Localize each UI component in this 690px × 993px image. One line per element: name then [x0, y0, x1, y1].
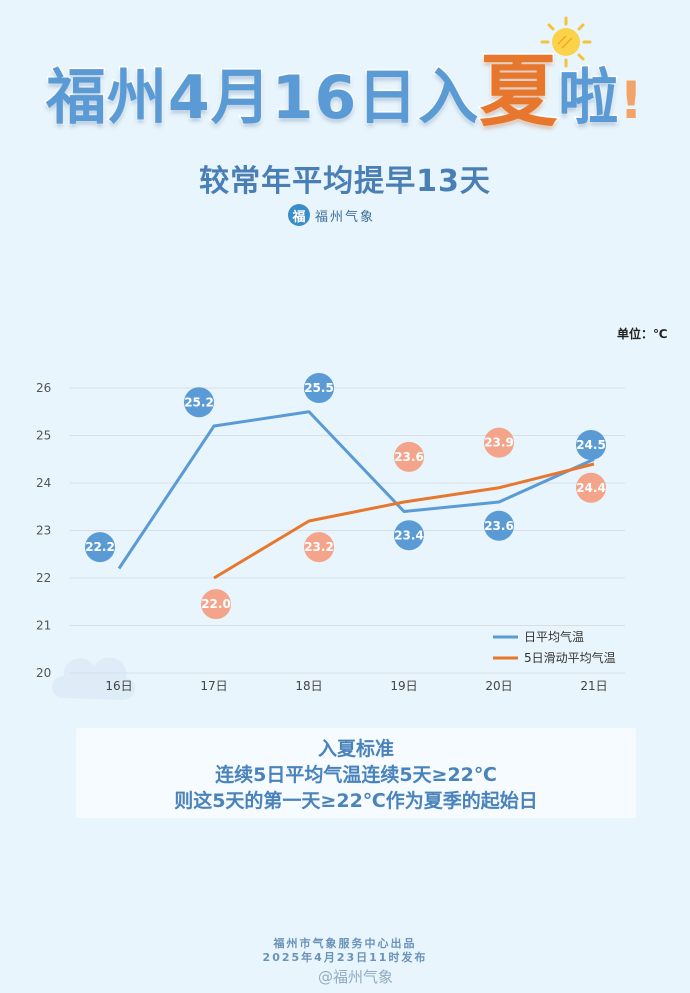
data-point-bubble: [304, 532, 334, 563]
x-axis-ticks: 16日 17日 18日 19日 20日 21日: [105, 679, 607, 693]
x-tick-label: 20日: [485, 679, 512, 693]
cloud-icon: [46, 630, 138, 714]
data-label: 23.6: [394, 450, 424, 464]
data-label: 23.4: [394, 528, 424, 542]
data-point-bubble: [484, 510, 514, 541]
x-tick-label: 17日: [200, 679, 227, 693]
headline-part2: 啦: [557, 62, 620, 135]
watermark: @福州气象: [318, 968, 394, 986]
grid: [70, 387, 625, 674]
y-tick-label: 23: [36, 524, 51, 538]
series-line-moving-average: [213, 462, 595, 580]
brand-name: 福州气象: [315, 209, 376, 225]
y-tick-label: 25: [36, 429, 51, 443]
summer-criteria-box: 入夏标准 连续5日平均气温连续5天≥22℃ 则这5天的第一天≥22℃作为夏季的起…: [76, 728, 636, 818]
y-tick-label: 21: [36, 619, 51, 633]
y-tick-label: 24: [36, 476, 51, 490]
brand: 福 福州气象: [288, 204, 375, 226]
footer: 福州市气象服务中心出品 2025年4月23日11时发布: [0, 937, 690, 965]
series-line-daily-mean: [117, 410, 595, 570]
legend-label: 5日滑动平均气温: [524, 650, 616, 665]
data-point-bubble: [201, 589, 231, 620]
data-label: 24.4: [576, 481, 606, 495]
data-point-bubble: [394, 520, 424, 551]
y-tick-label: 26: [36, 381, 51, 395]
data-label: 22.2: [85, 540, 115, 554]
footer-date: 2025年4月23日11时发布: [262, 951, 428, 964]
data-point-bubble: [576, 430, 606, 460]
data-label: 23.2: [304, 540, 334, 554]
data-label: 25.2: [184, 395, 214, 409]
data-label: 25.5: [304, 381, 334, 395]
data-point-bubble: [184, 387, 214, 418]
unit-label: 单位：℃: [617, 327, 668, 341]
legend: 日平均气温 5日滑动平均气温: [493, 629, 616, 665]
headline-summer: 夏: [478, 47, 559, 137]
data-label: 23.6: [484, 519, 514, 533]
x-tick-label: 16日: [105, 679, 132, 693]
series-lines: [117, 410, 595, 580]
temperature-chart: 20 21 22 23 24 25 26 16日 17日 18日 19日 20日 21日 22.2 25…: [36, 373, 625, 693]
criteria-line-2: 则这5天的第一天≥22℃作为夏季的起始日: [174, 790, 538, 812]
data-point-bubble: [394, 441, 424, 472]
y-axis-ticks: 20 21 22 23 24 25 26: [36, 381, 51, 680]
headline: 福州4月16日入夏啦!: [0, 51, 690, 141]
y-tick-label: 20: [36, 666, 51, 680]
data-point-bubble: [576, 472, 606, 503]
sun-icon: [536, 14, 596, 74]
x-tick-label: 18日: [295, 679, 322, 693]
headline-part1: 福州4月16日入: [44, 62, 480, 135]
x-tick-label: 19日: [390, 679, 417, 693]
legend-label: 日平均气温: [524, 629, 584, 644]
brand-logo: 福: [288, 204, 310, 226]
data-label: 24.5: [576, 438, 606, 452]
x-tick-label: 21日: [580, 679, 607, 693]
subtitle: 较常年平均提早13天: [199, 164, 491, 199]
data-label-bubbles: 22.2 25.2 25.5 23.4 23.6 24.5 22.0 23.2 23.6 23.9…: [85, 373, 606, 620]
data-point-bubble: [484, 427, 514, 458]
footer-producer: 福州市气象服务中心出品: [273, 937, 417, 950]
criteria-line-1: 连续5日平均气温连续5天≥22℃: [215, 764, 497, 786]
data-label: 22.0: [201, 597, 231, 611]
data-label: 23.9: [484, 436, 514, 450]
y-tick-label: 22: [36, 571, 51, 585]
headline-exclamation: !: [619, 71, 644, 131]
data-point-bubble: [304, 373, 334, 403]
data-point-bubble: [85, 532, 115, 563]
criteria-title: 入夏标准: [317, 738, 394, 760]
